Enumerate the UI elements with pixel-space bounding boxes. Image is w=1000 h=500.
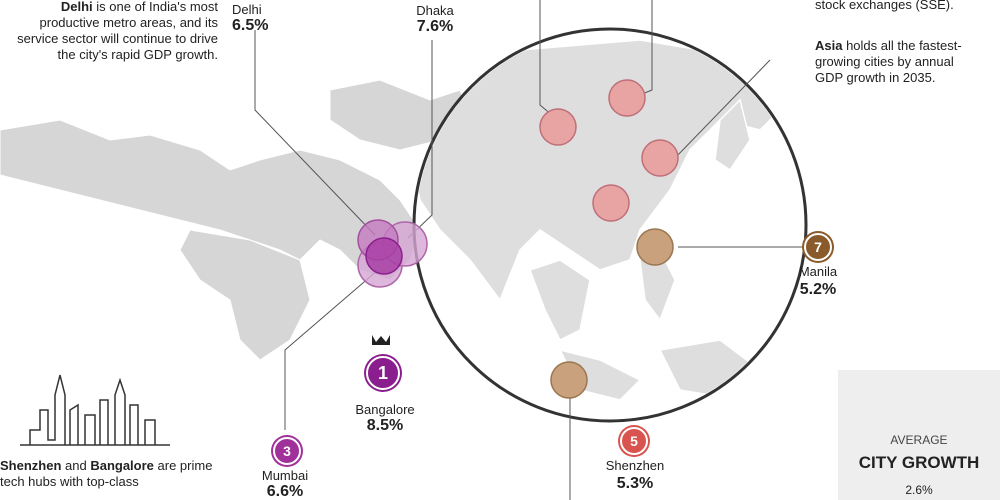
- average-value: 2.6%: [905, 483, 933, 497]
- city-name: Dhaka: [416, 3, 454, 18]
- city-name: Mumbai: [261, 468, 309, 483]
- rank-badge: 5: [620, 427, 648, 455]
- city-name: Delhi: [232, 2, 262, 17]
- city-growth: 7.6%: [416, 18, 454, 35]
- city-growth: 8.5%: [366, 417, 404, 434]
- tech-note: Shenzhen and Bangalore are prime tech hu…: [0, 458, 213, 489]
- sse-note: stock exchanges (SSE).: [815, 0, 954, 12]
- city-growth: 5.2%: [799, 281, 837, 298]
- city-name: Manila: [798, 264, 838, 279]
- rank-badge: 7: [804, 233, 832, 261]
- average-title: CITY GROWTH: [858, 453, 980, 472]
- rank-badge: 3: [273, 437, 301, 465]
- delhi-note: Delhi is one of India's most productive …: [17, 0, 218, 62]
- city-name: Bangalore: [355, 402, 415, 417]
- city-name: Shenzhen: [605, 458, 665, 473]
- average-box: [838, 370, 1000, 500]
- average-label: AVERAGE: [890, 433, 948, 447]
- city-growth: 5.3%: [616, 475, 654, 492]
- rank-badge: 1: [366, 356, 400, 390]
- city-growth: 6.5%: [232, 17, 269, 34]
- asia-note: Asia holds all the fastest-growing citie…: [815, 38, 962, 85]
- city-growth: 6.6%: [266, 483, 304, 500]
